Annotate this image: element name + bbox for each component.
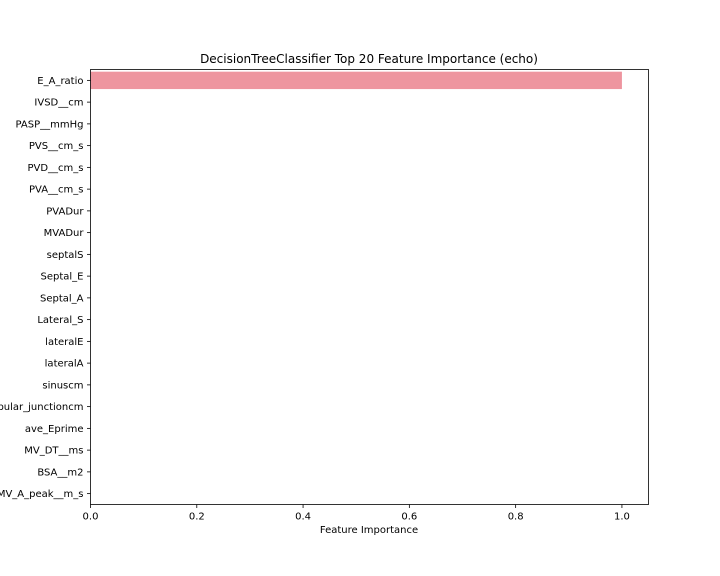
y-tick-label: lateralE bbox=[45, 337, 83, 348]
y-tick-label: lateralA bbox=[45, 359, 84, 370]
y-tick-label: MV_DT__ms bbox=[24, 446, 83, 457]
y-tick-label: BSA__m2 bbox=[37, 467, 83, 478]
y-tick-label: Lateral_S bbox=[37, 315, 83, 326]
y-tick-label: PVD__cm_s bbox=[27, 163, 83, 174]
y-tick-label: PASP__mmHg bbox=[16, 119, 84, 130]
y-tick-label: IVSD__cm bbox=[34, 98, 83, 109]
x-tick-label: 0.0 bbox=[83, 512, 99, 523]
x-tick-label: 0.4 bbox=[295, 512, 311, 523]
y-tick-label: PVS__cm_s bbox=[29, 141, 84, 152]
y-tick-label: PVA__cm_s bbox=[29, 185, 84, 196]
x-axis: 0.0 0.2 0.4 0.6 0.8 1.0 bbox=[83, 504, 630, 523]
y-tick-label: Septal_E bbox=[41, 272, 84, 283]
x-tick-label: 0.6 bbox=[401, 512, 417, 523]
x-tick-label: 1.0 bbox=[614, 512, 630, 523]
y-axis: E_A_ratio IVSD__cm PASP__mmHg PVS__cm_s PVD_… bbox=[0, 76, 91, 500]
y-tick-label: MV_A_peak__m_s bbox=[0, 489, 84, 500]
x-tick-label: 0.8 bbox=[508, 512, 524, 523]
y-tick-label: sinotubular_junctioncm bbox=[0, 402, 84, 413]
y-tick-label: septalS bbox=[47, 250, 84, 261]
plot-frame bbox=[90, 69, 649, 505]
bars-group bbox=[90, 71, 622, 90]
y-tick-label: Septal_A bbox=[40, 293, 84, 304]
chart-title: DecisionTreeClassifier Top 20 Feature Im… bbox=[200, 52, 538, 66]
y-tick-label: ave_Eprime bbox=[25, 424, 84, 435]
y-tick-label: E_A_ratio bbox=[37, 76, 83, 87]
bar bbox=[90, 71, 622, 90]
y-tick-label: MVADur bbox=[44, 228, 85, 239]
y-tick-label: sinuscm bbox=[42, 380, 83, 391]
y-tick-label: PVADur bbox=[46, 206, 84, 217]
x-axis-label: Feature Importance bbox=[320, 525, 418, 536]
x-tick-label: 0.2 bbox=[189, 512, 205, 523]
